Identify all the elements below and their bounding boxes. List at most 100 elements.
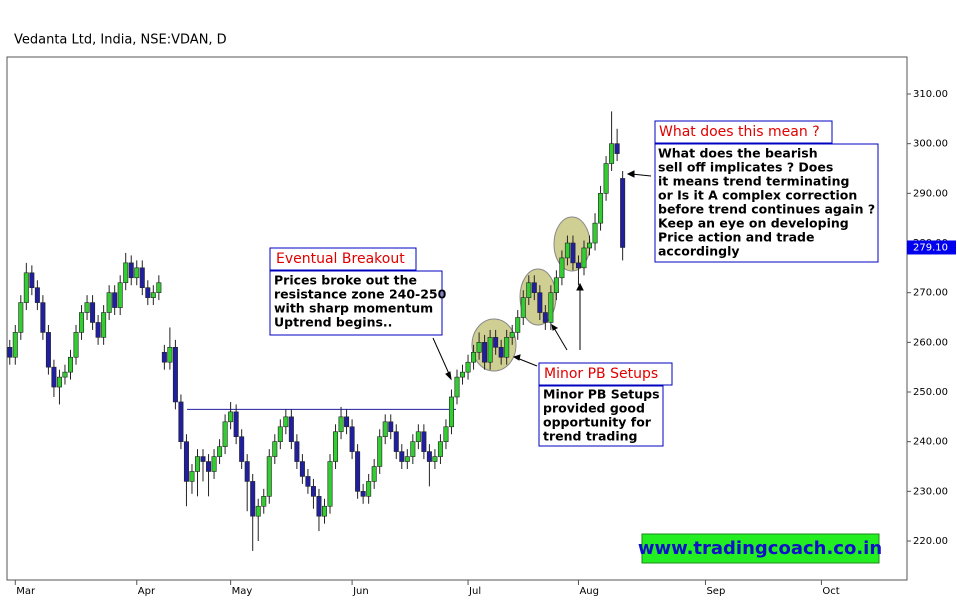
annotation-title-box [269,247,417,271]
candle-body [67,356,73,373]
candle-body [51,366,57,388]
candle-body [487,337,493,363]
candle-body [399,451,405,462]
candle-body [614,143,620,154]
annotation-box [538,385,664,447]
candle-body [23,272,29,303]
candle-body [112,292,118,308]
candle-body [349,426,355,452]
arrowhead [576,282,584,291]
last-price-badge [907,240,956,255]
candle-body [404,456,410,462]
x-tick-label: Mar [16,586,36,597]
arrow [432,337,451,377]
candle-body [62,371,68,378]
annotation-line: sell off implicates ? Does [658,160,833,175]
candle-body [29,272,35,289]
candle-body [415,431,421,442]
candle-body [266,456,272,497]
candle-body [592,222,598,244]
candle-body [366,481,372,497]
y-tick-label: 250.00 [913,387,948,398]
candle-body [222,421,228,447]
candle-body [194,456,200,472]
arrowhead [551,323,559,331]
y-tick-label: 230.00 [913,486,948,497]
candle-body [575,262,581,269]
annotation-line: opportunity for [543,415,652,430]
x-tick-label: Sep [706,586,725,597]
candle-body [371,466,377,482]
arrowhead [445,371,452,381]
candle-body [493,337,499,348]
candle-body [471,351,477,363]
last-price-label: 279.10 [913,242,948,253]
candle-body [448,396,454,428]
candle-body [106,292,112,313]
candle-body [95,322,101,338]
candle-body [603,163,609,194]
candle-body [101,312,107,338]
candle-body [228,411,234,423]
candle-body [382,421,388,438]
website: www.tradingcoach.co.in [638,538,882,559]
candle-body [90,302,96,323]
candle-body [277,426,283,442]
annotation-line: it means trend terminating [658,174,849,189]
candle-body [123,262,129,284]
candle-body [56,376,62,388]
candle-body [283,416,289,428]
annotation-line: provided good [543,401,645,416]
candle-body [388,421,394,433]
candle-body [620,178,626,248]
candle-body [520,297,526,318]
candle-body [200,456,206,462]
candle-body [84,302,90,313]
candle-body [12,332,18,358]
candle-body [261,496,267,507]
candle-body [437,441,443,457]
candle-body [305,476,311,487]
candle-body [272,441,278,457]
annotation-box [269,270,443,336]
candle-body [504,337,510,358]
annotation-title-box [538,362,673,386]
candle-body [338,416,344,433]
candle-body [239,436,245,462]
y-tick-label: 310.00 [913,89,948,100]
candle-body [564,242,570,259]
candle-body [294,441,300,462]
x-tick-label: Jun [352,586,369,597]
annotation-line: accordingly [658,244,740,259]
candle-body [134,267,140,279]
y-tick-label: 260.00 [913,337,948,348]
candle-body [128,262,134,279]
candle-body [34,287,40,303]
candle-body [526,282,532,298]
annotation-line: What does the bearish [658,146,818,161]
candle-body [217,446,223,457]
arrowhead [512,354,521,361]
candle-body [206,461,212,472]
candle-body [426,451,432,462]
x-tick-label: Oct [822,586,839,597]
candle-body [509,332,515,338]
candle-body [333,431,339,462]
y-tick-label: 240.00 [913,437,948,448]
x-tick-label: May [232,586,253,597]
candle-body [581,247,587,269]
annotation-pullback: Minor PB Setups Minor PB Setupsprovided … [538,362,673,447]
y-tick-label: 220.00 [913,536,948,547]
arrowhead [626,170,635,178]
annotation-line: Uptrend begins.. [274,315,392,330]
candle-body [482,342,488,363]
candle-body [598,193,604,224]
candle-body [465,361,471,373]
candle-body [18,302,24,333]
annotation-title-box [654,120,833,144]
candle-body [299,461,305,477]
candle-body [432,456,438,462]
